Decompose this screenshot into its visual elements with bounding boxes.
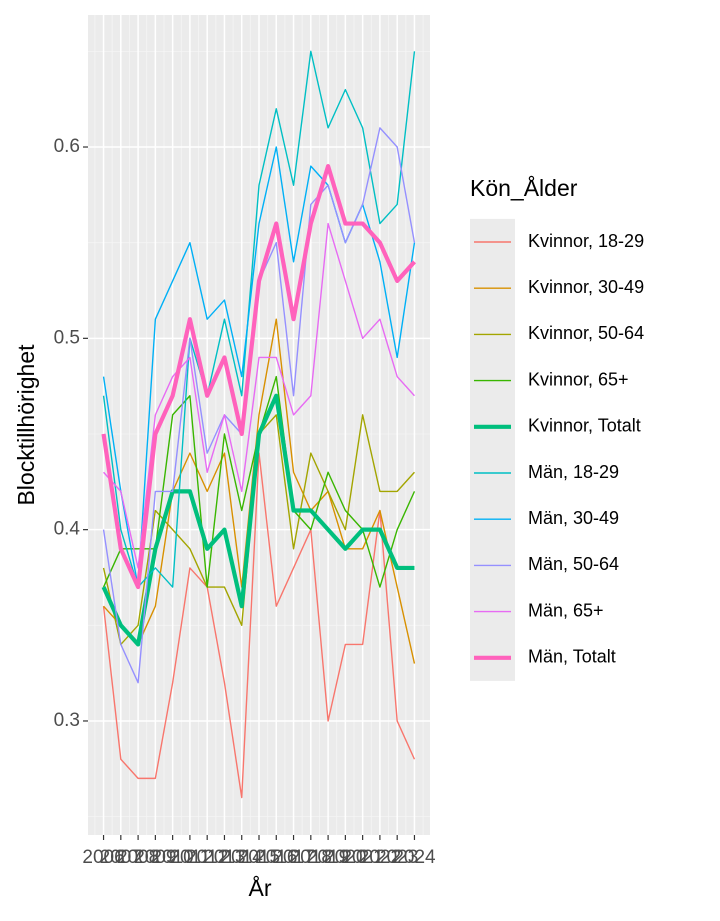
x-tick-label: 2013	[203, 847, 245, 868]
x-tick-label: 2006	[82, 847, 124, 868]
y-tick-label: 0.5	[54, 327, 80, 348]
series-line	[103, 318, 416, 664]
legend-label: Män, 65+	[528, 600, 604, 620]
series-line	[102, 50, 416, 588]
legend-label: Män, Totalt	[528, 647, 616, 667]
x-tick-label: 2022	[359, 847, 401, 868]
legend-label: Kvinnor, 30-49	[528, 277, 644, 297]
x-tick-label: 2021	[341, 847, 383, 868]
x-tick-label: 2023	[376, 847, 418, 868]
legend-label: Kvinnor, 18-29	[528, 231, 644, 251]
legend-label: Kvinnor, Totalt	[528, 416, 641, 436]
y-tick-label: 0.6	[54, 136, 80, 157]
series-line	[101, 393, 415, 647]
series-line	[103, 222, 415, 569]
lines	[101, 50, 417, 799]
x-tick-label: 2012	[186, 847, 228, 868]
x-tick-label: 2010	[151, 847, 193, 868]
x-tick-label: 2018	[290, 847, 332, 868]
x-tick-label: 2020	[324, 847, 366, 868]
legend-key-background	[470, 218, 515, 681]
legend-label: Kvinnor, 65+	[528, 369, 629, 389]
y-axis-title: Blocktillhörighet	[13, 344, 39, 506]
x-tick-label: 2017	[272, 847, 314, 868]
x-tick-label: 2014	[221, 847, 264, 868]
legend: Kvinnor, 18-29 Kvinnor, 30-49 Kvinnor, 50-…	[470, 218, 644, 681]
x-tick-label: 2008	[117, 847, 159, 868]
legend-title: Kön_Ålder	[470, 174, 578, 201]
x-tick-label: 2011	[169, 847, 210, 868]
x-tick-label: 2009	[134, 847, 176, 868]
x-tick-label: 2015	[238, 847, 280, 868]
legend-label: Män, 50-64	[528, 554, 619, 574]
y-tick-label: 0.4	[54, 519, 81, 540]
axes: 0.3 0.4 0.5 0.6 2006200720082009201020112012…	[54, 136, 436, 868]
legend-label: Kvinnor, 50-64	[528, 323, 644, 343]
x-tick-label: 2024	[393, 847, 436, 868]
series-line	[101, 164, 417, 590]
legend-label: Män, 30-49	[528, 508, 619, 528]
x-tick-label: 2007	[100, 847, 142, 868]
y-tick-label: 0.3	[54, 710, 80, 731]
x-tick-label: 2016	[255, 847, 297, 868]
legend-label: Män, 18-29	[528, 462, 619, 482]
x-tick-label: 2019	[307, 847, 349, 868]
grid	[88, 15, 430, 835]
x-axis-title: År	[249, 874, 272, 901]
